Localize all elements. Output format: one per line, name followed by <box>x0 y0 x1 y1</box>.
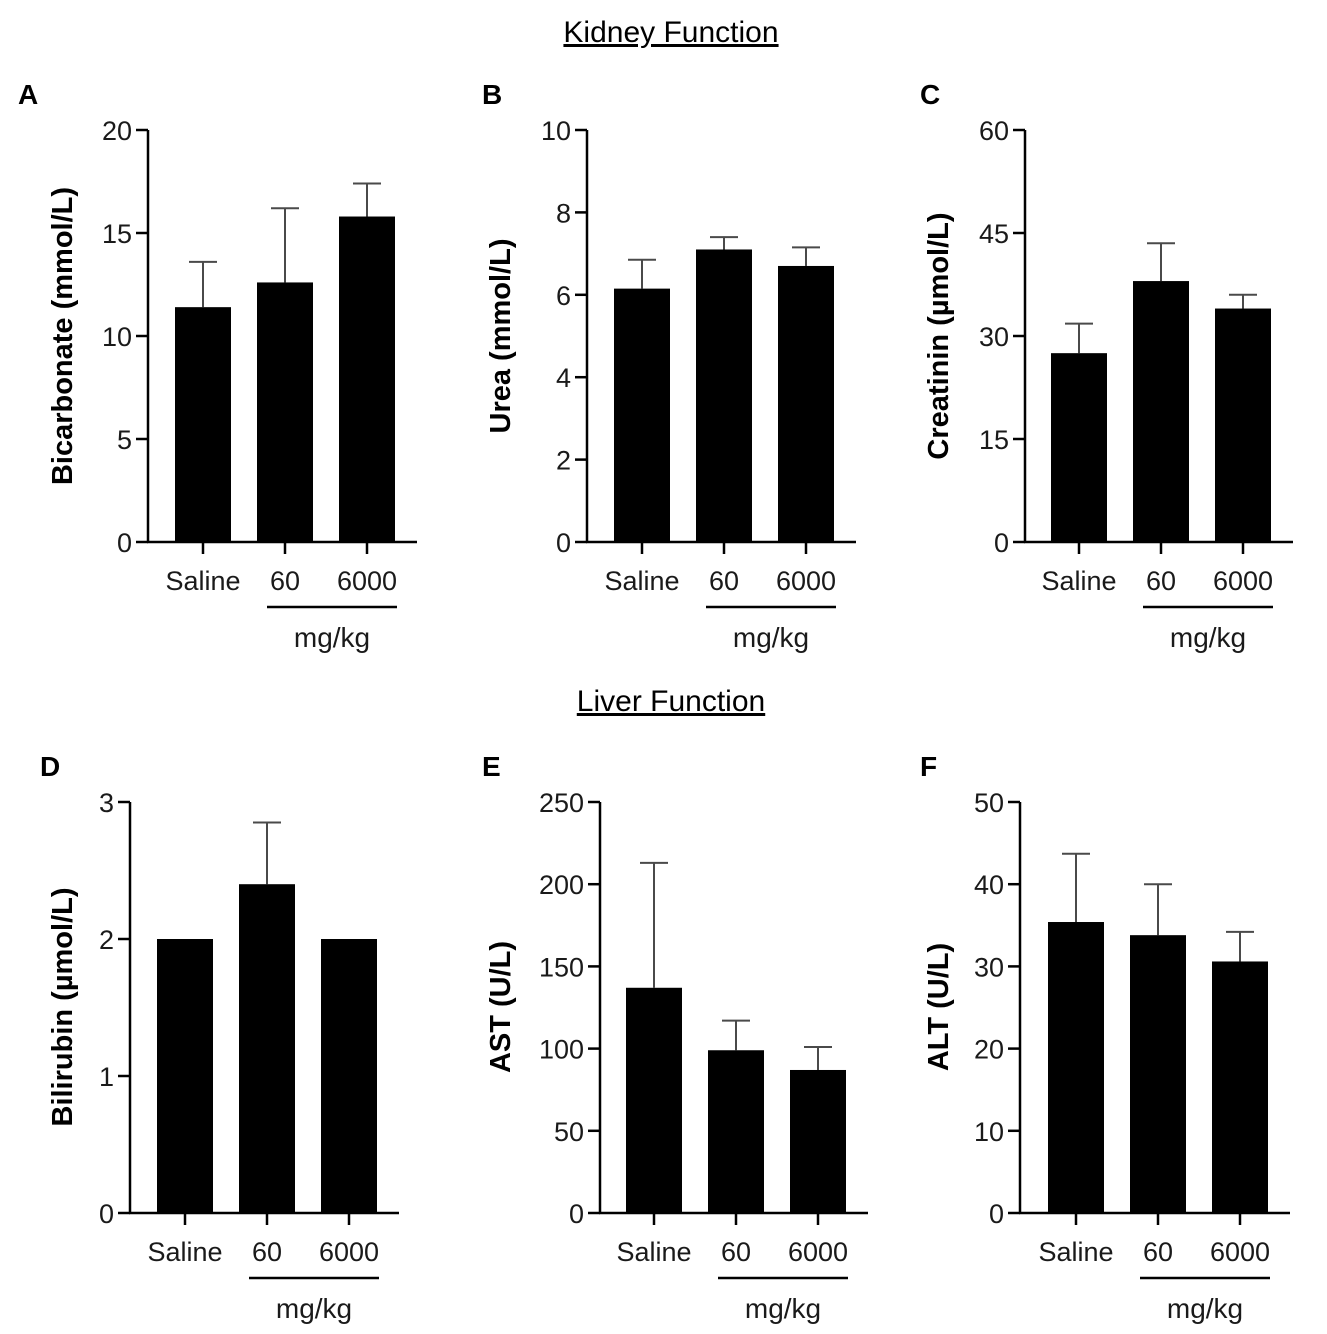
kidney-section-title: Kidney Function <box>563 16 778 49</box>
y-tick-label: 4 <box>556 363 571 393</box>
bar-6000 <box>790 1069 846 1213</box>
bar-60 <box>708 1050 764 1213</box>
panel-letter: F <box>920 751 937 782</box>
chart-panel-a: A Bicarbonate (mmol/L) 0 5 10 15 20 Saline 60 600… <box>18 79 417 653</box>
dose-group-label: mg/kg <box>745 1293 821 1324</box>
y-tick-label: 0 <box>989 1199 1004 1229</box>
bar-saline <box>175 307 231 542</box>
y-tick-label: 200 <box>539 870 584 900</box>
y-tick-label: 0 <box>117 528 132 558</box>
y-tick-label: 5 <box>117 425 132 455</box>
bar-saline <box>1051 353 1107 542</box>
chart-panel-b: B Urea (mmol/L) 0 2 4 6 8 10 Saline 60 6000 mg/kg <box>482 79 856 653</box>
panel-letter: C <box>920 79 940 110</box>
x-category-label: Saline <box>616 1237 691 1267</box>
y-tick-label: 50 <box>974 788 1004 818</box>
y-axis-label: Creatinin (µmol/L) <box>923 212 955 459</box>
x-category-label: 6000 <box>337 566 397 596</box>
panel-letter: D <box>40 751 60 782</box>
panel-letter: A <box>18 79 38 110</box>
y-tick-label: 250 <box>539 788 584 818</box>
y-axis-label: Bilirubin (µmol/L) <box>47 887 79 1126</box>
y-axis-label: ALT (U/L) <box>923 943 955 1071</box>
y-tick-label: 10 <box>974 1117 1004 1147</box>
y-tick-label: 6 <box>556 281 571 311</box>
y-tick-label: 50 <box>554 1117 584 1147</box>
y-tick-label: 0 <box>99 1199 114 1229</box>
x-category-label: 6000 <box>1213 566 1273 596</box>
bar-6000 <box>1215 308 1271 542</box>
chart-panel-f: F ALT (U/L) 0 10 20 30 40 50 Saline 60 6000 mg/kg <box>920 751 1290 1324</box>
dose-group-label: mg/kg <box>1167 1293 1243 1324</box>
x-category-label: Saline <box>165 566 240 596</box>
x-category-label: 6000 <box>1210 1237 1270 1267</box>
x-category-label: 60 <box>270 566 300 596</box>
y-tick-label: 1 <box>99 1062 114 1092</box>
y-axis-label: Bicarbonate (mmol/L) <box>47 187 79 485</box>
bar-60 <box>1133 281 1189 542</box>
x-category-label: 6000 <box>319 1237 379 1267</box>
y-tick-label: 30 <box>974 952 1004 982</box>
liver-section-title: Liver Function <box>577 685 765 718</box>
y-tick-label: 150 <box>539 952 584 982</box>
y-tick-label: 60 <box>979 116 1009 146</box>
bar-6000 <box>339 216 395 542</box>
x-category-label: Saline <box>1041 566 1116 596</box>
dose-group-label: mg/kg <box>276 1293 352 1324</box>
y-tick-label: 20 <box>974 1035 1004 1065</box>
bar-saline <box>614 288 670 542</box>
chart-panel-e: E AST (U/L) 0 50 100 150 200 250 Saline 60 6000 mg/… <box>482 751 868 1324</box>
bar-6000 <box>321 939 377 1213</box>
y-tick-label: 0 <box>556 528 571 558</box>
y-tick-label: 2 <box>556 446 571 476</box>
bar-saline <box>626 987 682 1213</box>
x-category-label: Saline <box>147 1237 222 1267</box>
x-category-label: 60 <box>1143 1237 1173 1267</box>
y-tick-label: 10 <box>541 116 571 146</box>
y-tick-label: 15 <box>979 425 1009 455</box>
y-tick-label: 20 <box>102 116 132 146</box>
y-axis-label: Urea (mmol/L) <box>485 239 517 434</box>
x-category-label: Saline <box>1038 1237 1113 1267</box>
y-tick-label: 45 <box>979 219 1009 249</box>
x-category-label: 6000 <box>788 1237 848 1267</box>
x-category-label: 60 <box>252 1237 282 1267</box>
bar-6000 <box>778 265 834 542</box>
x-category-label: 60 <box>721 1237 751 1267</box>
y-tick-label: 100 <box>539 1035 584 1065</box>
y-tick-label: 40 <box>974 870 1004 900</box>
bar-60 <box>257 282 313 542</box>
bar-6000 <box>1212 961 1268 1213</box>
x-category-label: 60 <box>1146 566 1176 596</box>
bar-saline <box>1048 922 1104 1213</box>
dose-group-label: mg/kg <box>733 622 809 653</box>
dose-group-label: mg/kg <box>294 622 370 653</box>
y-tick-label: 0 <box>569 1199 584 1229</box>
panel-letter: E <box>482 751 501 782</box>
panel-letter: B <box>482 79 502 110</box>
chart-panel-d: D Bilirubin (µmol/L) 0 1 2 3 Saline 60 6000 mg/kg <box>40 751 399 1324</box>
bar-saline <box>157 939 213 1213</box>
x-category-label: 6000 <box>776 566 836 596</box>
y-tick-label: 15 <box>102 219 132 249</box>
bar-60 <box>1130 935 1186 1213</box>
chart-panel-c: C Creatinin (µmol/L) 0 15 30 45 60 Saline 60 6000… <box>920 79 1293 653</box>
y-tick-label: 2 <box>99 925 114 955</box>
y-tick-label: 8 <box>556 198 571 228</box>
bar-60 <box>239 884 295 1213</box>
x-category-label: Saline <box>604 566 679 596</box>
y-tick-label: 10 <box>102 322 132 352</box>
y-axis-label: AST (U/L) <box>485 941 517 1073</box>
dose-group-label: mg/kg <box>1170 622 1246 653</box>
y-tick-label: 3 <box>99 788 114 818</box>
bar-60 <box>696 249 752 543</box>
y-tick-label: 0 <box>994 528 1009 558</box>
y-tick-label: 30 <box>979 322 1009 352</box>
x-category-label: 60 <box>709 566 739 596</box>
